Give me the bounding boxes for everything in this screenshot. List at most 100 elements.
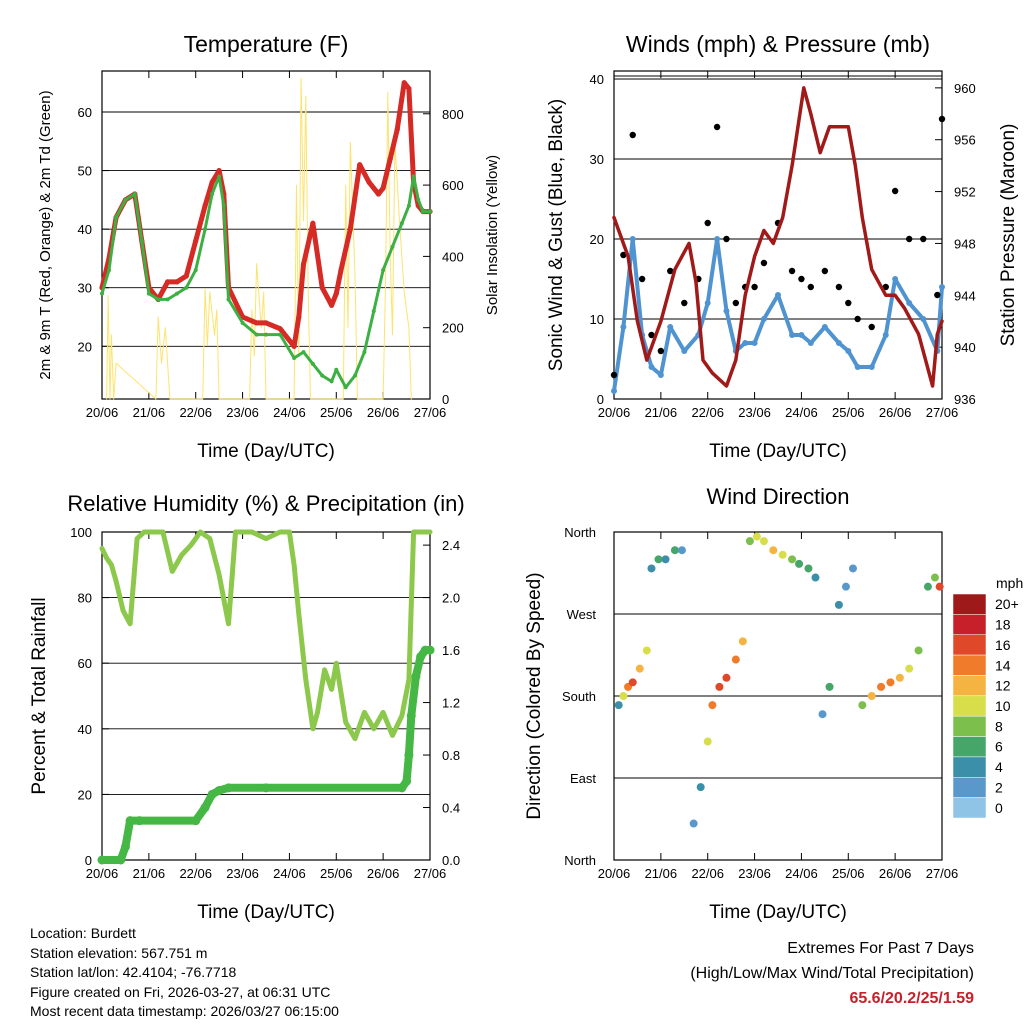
y-tick-label: 20 [78,339,92,354]
y-axis-label: Percent & Total Rainfall [29,597,50,794]
dewpoint-point [353,373,358,378]
dewpoint-point [165,297,170,302]
y-tick-label-right: 0.8 [442,748,460,763]
direction-point [628,678,637,687]
dewpoint-point [217,174,222,179]
precip-point [397,783,407,793]
sonic-wind-point [821,324,828,330]
x-tick-label: 23/06 [226,866,259,881]
colorbar-label: 2 [995,779,1003,795]
colorbar-label: 18 [995,617,1011,633]
gust-point [760,259,768,267]
direction-point [877,682,886,691]
direction-point [670,546,679,555]
direction-point [738,637,747,646]
sonic-wind-point [648,364,655,370]
y-tick-label: 40 [78,222,92,237]
dewpoint-point [254,332,259,337]
gust-point [751,283,758,291]
x-tick-label: 27/06 [414,405,447,420]
dewpoint-point [278,332,283,337]
temperature-point [202,203,208,209]
x-tick-label: 26/06 [367,405,400,420]
humidity-precip-panel: Relative Humidity (%) & Precipitation (i… [29,491,465,923]
y-tick-label-right: 800 [442,107,464,122]
colorbar-swatch [952,593,987,615]
precip-point [125,816,135,826]
gust-point [891,187,899,195]
y-tick-label: 60 [78,656,92,671]
sonic-wind-point [868,364,875,370]
gust-point [845,299,852,307]
x-tick-label: 21/06 [645,866,678,881]
direction-point [769,546,778,555]
temperature-point [165,279,171,285]
colorbar-label: 0 [995,800,1003,816]
sonic-wind-point [760,316,767,322]
dewpoint-point [390,244,395,249]
x-tick-label: 22/06 [179,866,212,881]
precip-point [116,855,126,865]
direction-point [895,673,904,682]
colorbar-label: 20+ [995,596,1019,612]
y-tick-label-right: 1.6 [442,643,460,658]
temperature-point [366,179,372,185]
sonic-wind-point [751,340,758,346]
y-tick-label: 0 [85,853,92,868]
temperature-point [174,279,180,285]
gust-point [638,275,646,283]
y-tick-label-right: 940 [954,340,976,355]
direction-point [935,582,944,591]
dewpoint-point [411,174,416,179]
extremes-box: Extremes For Past 7 Days (High/Low/Max W… [690,936,974,1011]
sonic-wind-point [681,348,688,354]
sonic-wind-point [789,332,796,338]
precip-point [425,645,435,655]
gust-point [821,267,829,275]
direction-point [795,559,804,568]
y-tick-label: 0 [597,392,604,407]
colorbar-swatch [952,777,987,798]
y-tick-label-right: 960 [954,81,976,96]
dewpoint-point [114,215,119,220]
direction-point [867,692,876,700]
sonic-wind-point [742,340,749,346]
sonic-wind-point [629,236,636,242]
x-tick-label: 20/06 [598,405,631,420]
y-tick-label-right: 200 [442,321,464,336]
gust-point [648,331,655,339]
x-tick-label: 21/06 [133,405,166,420]
y-tick-label-right: 944 [954,288,976,303]
y-tick-label: 30 [590,152,604,167]
y-tick-label: 10 [590,312,604,327]
colorbar-swatch [952,736,987,758]
x-tick-label: 22/06 [179,405,212,420]
direction-point [804,564,813,573]
temperature-point [310,220,316,226]
precip-point [416,652,426,662]
temperature-point [263,320,269,326]
temperature-point [375,191,382,197]
dewpoint-point [292,356,297,360]
dewpoint-point [156,297,161,302]
direction-point [886,678,895,687]
gust-point [681,299,688,307]
gust-point [934,291,941,299]
temperature-point [216,167,222,174]
direction-point [841,582,850,591]
station-pressure-line [612,86,944,388]
gust-point [610,371,618,379]
dewpoint-point [240,320,245,325]
chart-title: Winds (mph) & Pressure (mb) [626,31,930,57]
sonic-wind-point [882,332,889,338]
dewpoint-point [310,361,315,366]
x-axis-label: Time (Day/UTC) [197,902,335,923]
x-tick-label: 26/06 [879,866,912,881]
direction-point [614,701,623,710]
temperature-panel: Temperature (F) 20/06 21/06 22/06 23/06 24/06… [37,31,501,462]
dewpoint-point [371,309,376,314]
colorbar-swatch [952,715,987,737]
recent-data-text: Most recent data timestamp: 2026/03/27 0… [30,1003,339,1019]
temperature-point [394,126,400,133]
precip-point [214,785,224,795]
